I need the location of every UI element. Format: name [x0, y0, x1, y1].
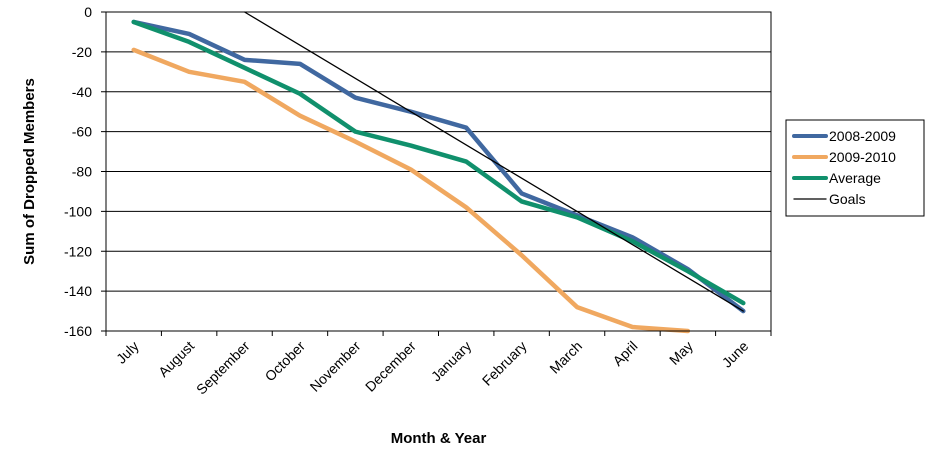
series-line-2008-2009: [131, 19, 746, 314]
y-tick-label: 0: [84, 4, 92, 20]
x-axis-title: Month & Year: [391, 430, 487, 447]
legend-label-average: Average: [829, 170, 881, 186]
series-line-goals: [243, 11, 744, 312]
x-tick-label: July: [113, 338, 142, 367]
x-tick-label: December: [362, 338, 419, 395]
x-tick-label: September: [193, 338, 253, 398]
y-tick-label: -60: [72, 124, 92, 140]
legend-label-2009-2010: 2009-2010: [829, 149, 896, 165]
legend-label-2008-2009: 2008-2009: [829, 128, 896, 144]
y-axis-title: Sum of Dropped Members: [21, 78, 38, 265]
y-tick-label: -120: [64, 243, 92, 259]
series-lines: [131, 11, 746, 334]
x-tick-label: April: [609, 338, 640, 369]
x-tick-label: August: [155, 338, 197, 380]
y-tick-label: -80: [72, 164, 92, 180]
x-tick-label: May: [666, 338, 696, 368]
x-tick-label: November: [307, 338, 364, 395]
y-tick-label: -140: [64, 283, 92, 299]
y-tick-label: -20: [72, 44, 92, 60]
x-tick-label: January: [428, 338, 475, 385]
y-tick-label: -160: [64, 323, 92, 339]
legend: 2008-2009 2009-2010 Average Goals: [785, 119, 925, 217]
x-tick-label: February: [479, 338, 530, 389]
gridlines: [106, 11, 771, 332]
x-tick-label: June: [719, 338, 752, 371]
x-tick-label: March: [546, 338, 585, 377]
y-tick-label: -40: [72, 84, 92, 100]
series-line-average: [131, 19, 746, 306]
series-line-2009-2010: [131, 47, 691, 334]
y-tick-label: -100: [64, 203, 92, 219]
x-tick-label: October: [262, 338, 309, 385]
legend-label-goals: Goals: [829, 191, 866, 207]
